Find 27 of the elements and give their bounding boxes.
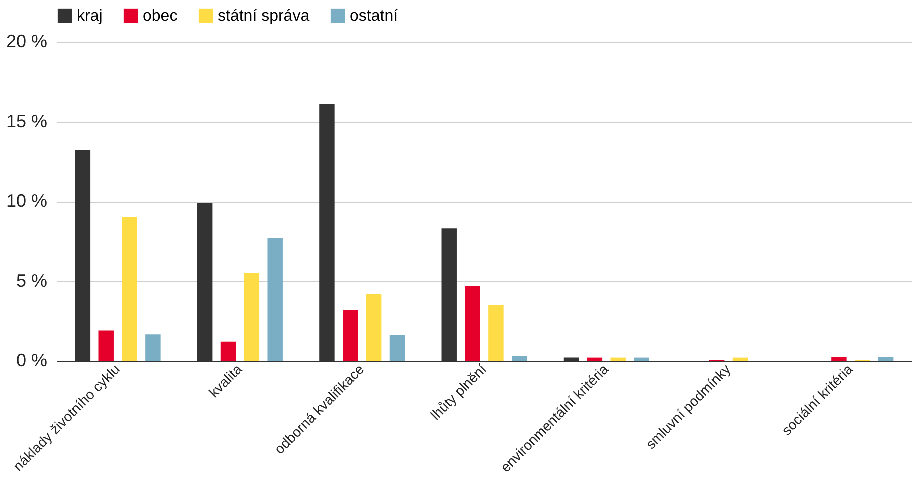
bar: [832, 357, 847, 361]
bar: [512, 356, 528, 361]
bar: [732, 358, 748, 361]
legend-label: obec: [143, 8, 178, 25]
bar: [634, 358, 650, 361]
bar: [146, 334, 161, 361]
bar: [244, 273, 260, 361]
y-tick-label: 10 %: [6, 191, 48, 211]
legend-label: kraj: [77, 8, 103, 25]
bar: [366, 294, 382, 361]
bar: [220, 342, 236, 361]
bar: [587, 358, 603, 361]
bar: [98, 330, 114, 361]
bar: [488, 305, 504, 361]
y-tick-label: 15 %: [6, 111, 48, 132]
legend-label: státní správa: [218, 8, 310, 25]
bar: [465, 286, 480, 361]
bar: [390, 335, 406, 361]
legend-label: ostatní: [350, 8, 399, 25]
y-tick-label: 5 %: [16, 270, 48, 291]
y-tick-label: 0 %: [16, 350, 48, 370]
bar: [610, 358, 626, 361]
bar: [122, 217, 138, 361]
bar: [268, 238, 283, 361]
bar: [343, 310, 358, 361]
y-tick-label: 20 %: [6, 32, 48, 52]
bar: [878, 357, 894, 361]
